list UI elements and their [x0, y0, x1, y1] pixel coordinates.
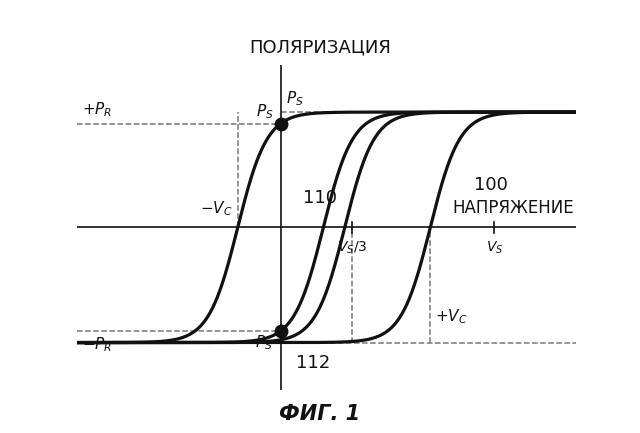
Text: 112: 112 — [296, 354, 330, 372]
Text: ФИГ. 1: ФИГ. 1 — [280, 404, 360, 424]
Text: 110: 110 — [303, 189, 337, 207]
Text: $-P_R$: $-P_R$ — [82, 335, 112, 354]
Text: $V_S$: $V_S$ — [486, 240, 503, 256]
Text: НАПРЯЖЕНИЕ: НАПРЯЖЕНИЕ — [452, 199, 574, 217]
Text: $P_S$: $P_S$ — [285, 89, 303, 108]
Text: $-P_S$: $-P_S$ — [243, 333, 273, 352]
Text: $+V_C$: $+V_C$ — [435, 307, 468, 326]
Text: 100: 100 — [474, 176, 508, 194]
Text: $P_S$: $P_S$ — [256, 103, 273, 121]
Text: $V_S/3$: $V_S/3$ — [337, 240, 367, 256]
Text: ПОЛЯРИЗАЦИЯ: ПОЛЯРИЗАЦИЯ — [249, 38, 391, 56]
Text: $-V_C$: $-V_C$ — [200, 199, 233, 218]
Text: $+P_R$: $+P_R$ — [82, 101, 112, 120]
